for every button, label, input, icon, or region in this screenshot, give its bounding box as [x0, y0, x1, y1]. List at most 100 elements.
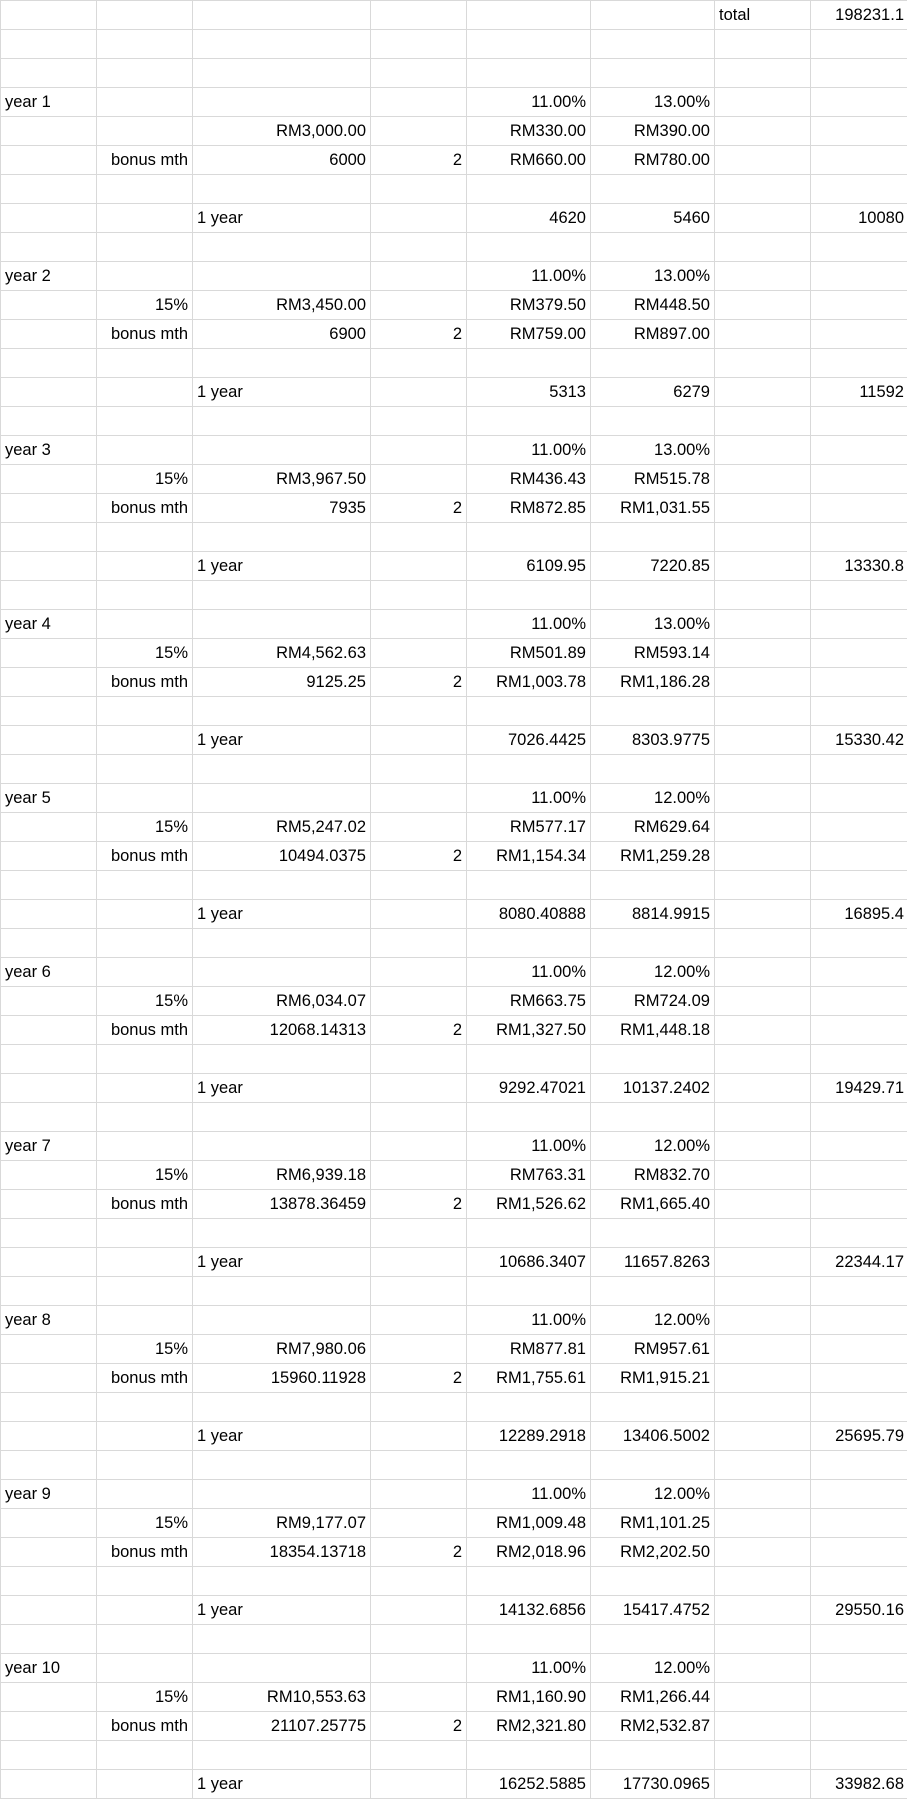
- cell-b37[interactable]: [96, 1044, 193, 1074]
- cell-g47[interactable]: [714, 1334, 811, 1364]
- cell-f25[interactable]: [590, 696, 715, 726]
- cell-f53[interactable]: RM1,101.25: [590, 1508, 715, 1538]
- cell-c12[interactable]: 6900: [192, 319, 371, 349]
- cell-a27[interactable]: [0, 754, 97, 784]
- cell-d55[interactable]: [370, 1566, 467, 1596]
- cell-f11[interactable]: RM448.50: [590, 290, 715, 320]
- cell-c42[interactable]: 13878.36459: [192, 1189, 371, 1219]
- cell-g46[interactable]: [714, 1305, 811, 1335]
- cell-g21[interactable]: [714, 580, 811, 610]
- cell-a55[interactable]: [0, 1566, 97, 1596]
- cell-h46[interactable]: [810, 1305, 907, 1335]
- cell-g20[interactable]: [714, 551, 811, 581]
- cell-h54[interactable]: [810, 1537, 907, 1567]
- cell-e48[interactable]: RM1,755.61: [466, 1363, 591, 1393]
- cell-e34[interactable]: 11.00%: [466, 957, 591, 987]
- cell-c8[interactable]: 1 year: [192, 203, 371, 233]
- cell-e3[interactable]: [466, 58, 591, 88]
- cell-c24[interactable]: 9125.25: [192, 667, 371, 697]
- cell-h12[interactable]: [810, 319, 907, 349]
- cell-d4[interactable]: [370, 87, 467, 117]
- cell-e24[interactable]: RM1,003.78: [466, 667, 591, 697]
- cell-e17[interactable]: RM436.43: [466, 464, 591, 494]
- cell-g17[interactable]: [714, 464, 811, 494]
- cell-b19[interactable]: [96, 522, 193, 552]
- cell-g4[interactable]: [714, 87, 811, 117]
- cell-b2[interactable]: [96, 29, 193, 59]
- cell-b25[interactable]: [96, 696, 193, 726]
- cell-f55[interactable]: [590, 1566, 715, 1596]
- cell-a34[interactable]: year 6: [0, 957, 97, 987]
- cell-d29[interactable]: [370, 812, 467, 842]
- cell-b29[interactable]: 15%: [96, 812, 193, 842]
- cell-e50[interactable]: 12289.2918: [466, 1421, 591, 1451]
- cell-h49[interactable]: [810, 1392, 907, 1422]
- cell-f8[interactable]: 5460: [590, 203, 715, 233]
- cell-d10[interactable]: [370, 261, 467, 291]
- cell-a49[interactable]: [0, 1392, 97, 1422]
- cell-f44[interactable]: 11657.8263: [590, 1247, 715, 1277]
- cell-e15[interactable]: [466, 406, 591, 436]
- cell-e22[interactable]: 11.00%: [466, 609, 591, 639]
- cell-h6[interactable]: [810, 145, 907, 175]
- cell-a24[interactable]: [0, 667, 97, 697]
- cell-d6[interactable]: 2: [370, 145, 467, 175]
- cell-f13[interactable]: [590, 348, 715, 378]
- cell-d44[interactable]: [370, 1247, 467, 1277]
- cell-d14[interactable]: [370, 377, 467, 407]
- cell-b39[interactable]: [96, 1102, 193, 1132]
- cell-a54[interactable]: [0, 1537, 97, 1567]
- cell-a15[interactable]: [0, 406, 97, 436]
- cell-c48[interactable]: 15960.11928: [192, 1363, 371, 1393]
- cell-g49[interactable]: [714, 1392, 811, 1422]
- cell-c28[interactable]: [192, 783, 371, 813]
- cell-c50[interactable]: 1 year: [192, 1421, 371, 1451]
- cell-b13[interactable]: [96, 348, 193, 378]
- cell-a53[interactable]: [0, 1508, 97, 1538]
- cell-b62[interactable]: [96, 1769, 193, 1799]
- cell-b48[interactable]: bonus mth: [96, 1363, 193, 1393]
- cell-a12[interactable]: [0, 319, 97, 349]
- cell-f24[interactable]: RM1,186.28: [590, 667, 715, 697]
- cell-b51[interactable]: [96, 1450, 193, 1480]
- cell-c10[interactable]: [192, 261, 371, 291]
- cell-b7[interactable]: [96, 174, 193, 204]
- cell-f62[interactable]: 17730.0965: [590, 1769, 715, 1799]
- cell-d39[interactable]: [370, 1102, 467, 1132]
- cell-c5[interactable]: RM3,000.00: [192, 116, 371, 146]
- cell-g54[interactable]: [714, 1537, 811, 1567]
- cell-a47[interactable]: [0, 1334, 97, 1364]
- cell-b38[interactable]: [96, 1073, 193, 1103]
- cell-d33[interactable]: [370, 928, 467, 958]
- cell-c55[interactable]: [192, 1566, 371, 1596]
- cell-b28[interactable]: [96, 783, 193, 813]
- cell-a33[interactable]: [0, 928, 97, 958]
- cell-f21[interactable]: [590, 580, 715, 610]
- cell-b12[interactable]: bonus mth: [96, 319, 193, 349]
- cell-a6[interactable]: [0, 145, 97, 175]
- cell-e45[interactable]: [466, 1276, 591, 1306]
- cell-h58[interactable]: [810, 1653, 907, 1683]
- cell-h31[interactable]: [810, 870, 907, 900]
- cell-e35[interactable]: RM663.75: [466, 986, 591, 1016]
- cell-b1[interactable]: [96, 0, 193, 30]
- cell-e16[interactable]: 11.00%: [466, 435, 591, 465]
- cell-c3[interactable]: [192, 58, 371, 88]
- cell-h2[interactable]: [810, 29, 907, 59]
- cell-e26[interactable]: 7026.4425: [466, 725, 591, 755]
- cell-b54[interactable]: bonus mth: [96, 1537, 193, 1567]
- cell-e37[interactable]: [466, 1044, 591, 1074]
- cell-d61[interactable]: [370, 1740, 467, 1770]
- cell-d17[interactable]: [370, 464, 467, 494]
- cell-d54[interactable]: 2: [370, 1537, 467, 1567]
- cell-d34[interactable]: [370, 957, 467, 987]
- cell-h25[interactable]: [810, 696, 907, 726]
- cell-g2[interactable]: [714, 29, 811, 59]
- cell-g12[interactable]: [714, 319, 811, 349]
- cell-h36[interactable]: [810, 1015, 907, 1045]
- cell-c38[interactable]: 1 year: [192, 1073, 371, 1103]
- cell-f49[interactable]: [590, 1392, 715, 1422]
- cell-a26[interactable]: [0, 725, 97, 755]
- cell-g48[interactable]: [714, 1363, 811, 1393]
- cell-f33[interactable]: [590, 928, 715, 958]
